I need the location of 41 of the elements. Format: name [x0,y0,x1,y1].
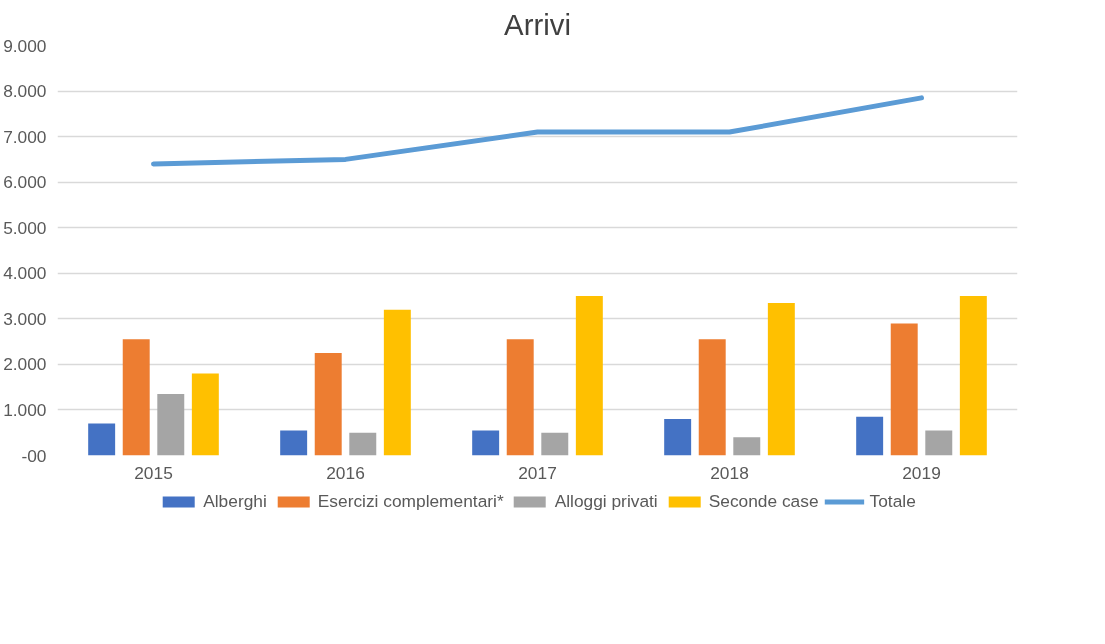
bar [349,432,377,456]
legend-label: Esercizi complementari* [317,490,504,512]
chart-title: Arrivi [504,7,571,41]
bar [472,430,500,456]
legend-label: Seconde case [708,490,819,512]
bar [925,430,953,456]
x-tick-label: 2015 [134,462,173,483]
bar [959,296,987,456]
bar [88,423,116,456]
x-tick-label: 2016 [326,462,365,483]
y-tick-label: 3.000 [3,308,47,329]
y-tick-label: 6.000 [3,172,47,193]
bar [767,302,795,456]
legend-label: Totale [869,490,916,512]
bar [122,339,150,456]
x-tick-label: 2019 [902,462,941,483]
y-tick-label: 2.000 [3,354,47,375]
bar [157,394,185,456]
y-tick-label: 8.000 [3,81,47,102]
y-tick-label: 1.000 [3,399,47,420]
bar [506,339,534,456]
bar [733,437,761,456]
bar [698,339,726,456]
x-tick-label: 2018 [710,462,749,483]
x-tick-label: 2017 [518,462,557,483]
bar [314,353,342,456]
y-tick-label: 4.000 [3,263,47,284]
bar [856,416,884,456]
bar [664,419,692,456]
legend-label: Alloggi privati [554,490,658,512]
bar [383,309,411,456]
bar [191,373,219,456]
y-tick-label: 9.000 [3,35,47,56]
bar [280,430,308,456]
y-tick-label: -00 [21,445,47,466]
bar [541,432,569,456]
y-tick-label: 5.000 [3,217,47,238]
bar [890,323,918,456]
bar [575,296,603,456]
legend-label: Alberghi [203,490,267,512]
y-tick-label: 7.000 [3,126,47,147]
